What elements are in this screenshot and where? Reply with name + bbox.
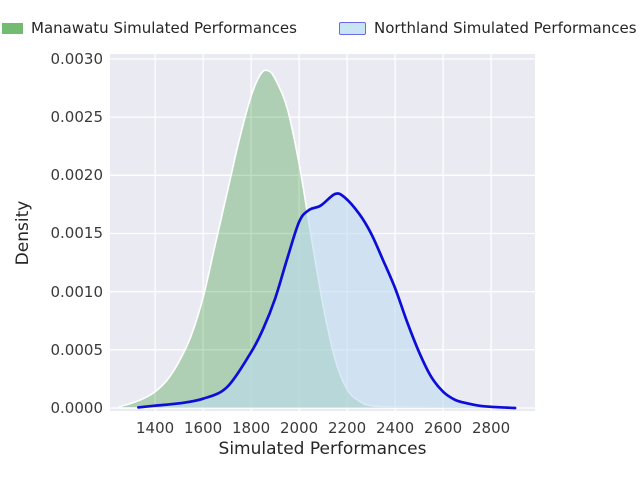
northland-density-area	[138, 193, 516, 408]
x-tick-label-2000: 2000	[280, 419, 319, 437]
x-tick-label-1600: 1600	[184, 419, 223, 437]
y-tick-label-0.0025: 0.0025	[50, 108, 104, 127]
manawatu-legend-label: Manawatu Simulated Performances	[31, 19, 297, 37]
x-tick-label-2600: 2600	[423, 419, 463, 437]
y-tick-label-0.0020: 0.0020	[50, 166, 104, 185]
y-tick-label-0.0015: 0.0015	[50, 224, 104, 243]
x-tick-label-1800: 1800	[232, 419, 271, 437]
x-tick-label-1400: 1400	[136, 419, 175, 437]
x-tick-label-2200: 2200	[328, 419, 367, 437]
manawatu-legend-swatch	[2, 22, 23, 34]
legend-item-northland: Northland Simulated Performances	[339, 17, 637, 39]
northland-legend-label: Northland Simulated Performances	[374, 19, 637, 37]
x-tick-label-2400: 2400	[375, 419, 415, 437]
northland-legend-swatch	[339, 21, 366, 35]
y-tick-label-0.0000: 0.0000	[50, 399, 104, 417]
legend-item-manawatu: Manawatu Simulated Performances	[2, 17, 297, 39]
northland-density-curve	[136, 192, 517, 410]
x-axis-label: Simulated Performances	[218, 439, 427, 459]
y-tick-label-0.0030: 0.0030	[50, 49, 104, 68]
x-tick-label-2800: 2800	[471, 419, 511, 437]
y-tick-label-0.0010: 0.0010	[50, 282, 104, 301]
y-tick-label-0.0005: 0.0005	[50, 340, 104, 359]
